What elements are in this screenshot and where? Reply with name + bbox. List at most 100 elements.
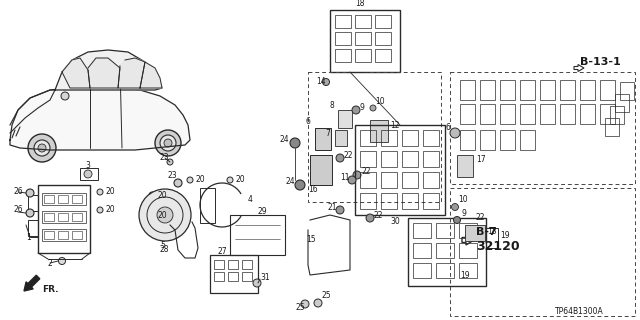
Bar (480, 104, 495, 124)
Bar (335, 130, 347, 146)
Text: 6: 6 (445, 124, 450, 132)
Text: 29: 29 (258, 207, 268, 217)
Text: B-7: B-7 (476, 227, 497, 237)
Bar (610, 106, 624, 124)
Bar (450, 72, 635, 184)
Circle shape (155, 130, 181, 156)
Bar (58, 213, 68, 221)
Bar (480, 80, 495, 100)
Bar (436, 243, 454, 258)
Text: 31: 31 (260, 273, 269, 282)
Text: 20: 20 (105, 205, 115, 214)
Bar (423, 193, 439, 209)
Circle shape (38, 144, 46, 152)
Text: 19: 19 (460, 271, 470, 281)
Bar (355, 32, 371, 45)
Bar (436, 263, 454, 278)
Text: 18: 18 (355, 0, 365, 9)
Bar (355, 125, 445, 215)
Bar (242, 260, 252, 269)
Bar (459, 243, 477, 258)
Text: 22: 22 (374, 211, 383, 220)
Polygon shape (55, 50, 162, 90)
Text: 26: 26 (14, 188, 24, 196)
Bar (315, 128, 331, 150)
Bar (42, 193, 86, 205)
Circle shape (28, 134, 56, 162)
Circle shape (167, 159, 173, 165)
Bar (423, 172, 439, 188)
FancyArrow shape (24, 275, 40, 291)
Bar (413, 223, 431, 238)
Text: 22: 22 (344, 150, 353, 159)
Text: 23: 23 (168, 172, 178, 180)
Text: B-13-1: B-13-1 (580, 57, 621, 67)
Text: 22: 22 (361, 167, 371, 177)
Bar (540, 104, 555, 124)
Bar (330, 10, 400, 72)
Bar (335, 15, 351, 28)
Bar (214, 260, 224, 269)
Text: 17: 17 (476, 156, 486, 164)
Text: 25: 25 (295, 302, 305, 311)
Bar (42, 211, 86, 223)
Bar (560, 80, 575, 100)
Polygon shape (10, 88, 190, 150)
Bar (459, 263, 477, 278)
Circle shape (26, 189, 34, 197)
Bar (408, 218, 486, 286)
Circle shape (253, 279, 261, 287)
Bar (44, 195, 54, 203)
Text: TP64B1300A: TP64B1300A (555, 308, 604, 316)
Bar (560, 104, 575, 124)
Circle shape (97, 207, 103, 213)
Bar (360, 151, 376, 167)
Text: 7: 7 (325, 130, 330, 139)
Text: 9: 9 (462, 209, 467, 218)
Circle shape (61, 92, 69, 100)
Circle shape (58, 258, 65, 265)
Text: 3: 3 (85, 161, 90, 170)
Circle shape (149, 192, 155, 198)
Bar (450, 188, 635, 316)
Bar (500, 80, 515, 100)
Bar (500, 104, 515, 124)
Bar (480, 130, 495, 150)
Bar (520, 104, 535, 124)
Bar (338, 110, 352, 128)
Bar (44, 231, 54, 239)
Circle shape (97, 189, 103, 195)
Text: 20: 20 (235, 175, 244, 185)
Text: 20: 20 (157, 211, 166, 220)
Bar (605, 118, 619, 136)
Bar (413, 243, 431, 258)
Bar (308, 72, 441, 202)
Circle shape (370, 105, 376, 111)
Text: 12: 12 (390, 121, 399, 130)
Bar (335, 49, 351, 62)
Bar (457, 155, 473, 177)
Bar (402, 151, 418, 167)
Circle shape (139, 189, 191, 241)
Text: 23: 23 (160, 153, 170, 162)
Polygon shape (62, 58, 90, 88)
Bar (436, 223, 454, 238)
Bar (465, 225, 485, 241)
Text: 20: 20 (195, 175, 205, 185)
Circle shape (187, 177, 193, 183)
Polygon shape (140, 62, 162, 88)
Circle shape (295, 180, 305, 190)
Text: 1: 1 (26, 233, 31, 242)
Text: 11: 11 (340, 172, 349, 181)
Text: FR.: FR. (42, 285, 58, 294)
Bar (200, 188, 215, 223)
Text: 8: 8 (330, 101, 335, 110)
Bar (402, 172, 418, 188)
Circle shape (160, 135, 176, 151)
Text: 9: 9 (360, 102, 365, 111)
Bar (72, 231, 82, 239)
Bar (375, 49, 391, 62)
Polygon shape (88, 58, 120, 88)
Circle shape (450, 128, 460, 138)
Bar (370, 120, 388, 142)
